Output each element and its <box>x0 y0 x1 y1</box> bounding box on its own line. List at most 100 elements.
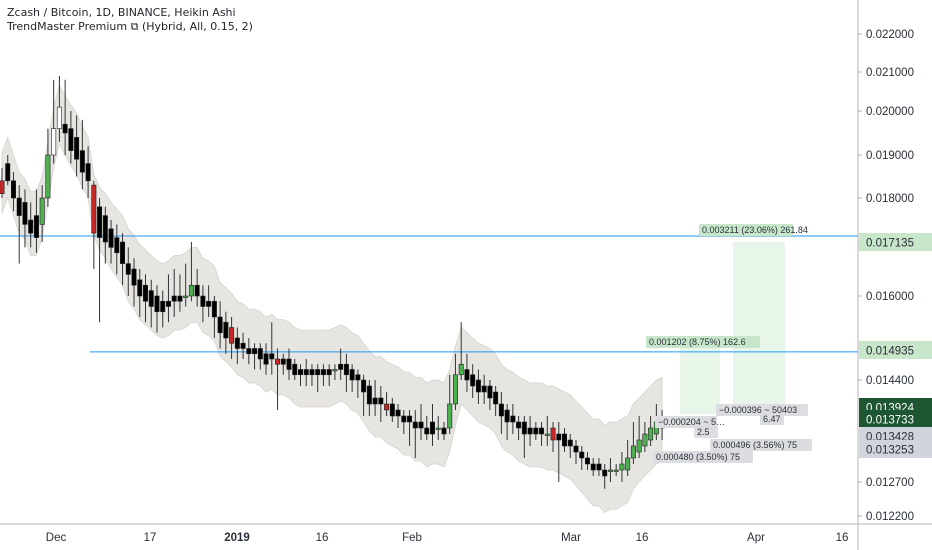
candle-body <box>125 263 131 275</box>
candle-body <box>200 295 206 307</box>
price-tag: 0.013253 <box>866 445 914 457</box>
x-tick-label: Mar <box>561 532 581 544</box>
candle-body <box>447 403 453 429</box>
candle-body <box>143 284 149 302</box>
candle-body <box>39 197 45 225</box>
measure-target-2-bg <box>646 336 760 348</box>
candle-body <box>223 321 229 339</box>
x-tick-label: 16 <box>316 532 329 544</box>
candle-body <box>297 369 303 376</box>
candle-body <box>154 295 160 313</box>
candle-body <box>114 237 120 254</box>
candle-body <box>498 403 504 417</box>
candle-body <box>10 180 16 199</box>
chart-title: Zcash / Bitcoin, 1D, BINANCE, Heikin Ash… <box>7 6 236 19</box>
candle-body <box>648 427 654 441</box>
candle-body <box>0 180 5 195</box>
candle-body <box>435 427 441 430</box>
candle-body <box>407 415 413 423</box>
y-tick-label: 0.022000 <box>866 29 914 41</box>
candle-body <box>389 403 395 417</box>
candle-body <box>62 123 68 134</box>
candle-body <box>361 379 367 393</box>
candle-body <box>269 353 275 360</box>
candle-body <box>309 369 315 376</box>
candle-body <box>320 369 326 376</box>
price-tag-bg <box>859 233 932 251</box>
candle-body <box>246 348 252 355</box>
price-tag: 0.013733 <box>866 415 914 427</box>
measure-range-2-bg <box>694 426 718 438</box>
candle-body <box>292 363 298 376</box>
candle-body <box>120 241 126 264</box>
candle-body <box>56 106 62 129</box>
candle-body <box>217 316 223 334</box>
candle-body <box>280 358 286 365</box>
measure-target-2: 0.001202 (8.75%) 162.6 <box>649 337 746 347</box>
candle-body <box>234 337 240 349</box>
candle-body <box>165 300 171 307</box>
candle-body <box>475 379 481 393</box>
candle-body <box>607 469 613 472</box>
candle-body <box>108 228 114 248</box>
candle-body <box>579 451 585 459</box>
candle-body <box>97 206 103 238</box>
candle-body <box>458 363 464 376</box>
measure-target-1-bg <box>699 224 793 236</box>
candle-body <box>567 439 573 447</box>
candle-body <box>487 385 493 399</box>
y-tick-label: 0.021000 <box>866 67 914 79</box>
price-tag: 0.014935 <box>866 346 914 358</box>
candle-body <box>22 202 28 225</box>
candle-body <box>412 421 418 429</box>
candle-body <box>51 128 57 156</box>
candle-body <box>240 342 246 349</box>
candle-body <box>91 184 97 234</box>
candle-body <box>630 445 636 459</box>
candle-body <box>303 369 309 376</box>
x-tick-label: 16 <box>836 532 849 544</box>
candle-body <box>148 290 154 307</box>
price-tag-bg <box>859 440 932 458</box>
candle-body <box>16 197 22 216</box>
price-tag: 0.017135 <box>866 238 914 250</box>
measure-range-1-bg <box>655 416 717 428</box>
y-tick-label: 0.012200 <box>866 511 914 523</box>
y-tick-label: 0.018000 <box>866 193 914 205</box>
candle-body <box>5 163 11 182</box>
y-tick-label: 0.016000 <box>866 291 914 303</box>
candle-body <box>510 415 516 423</box>
candle-body <box>79 150 85 173</box>
candle-body <box>286 358 292 370</box>
candle-body <box>349 369 355 381</box>
price-tag-bg <box>859 410 932 428</box>
candle-body <box>539 427 545 435</box>
indicator-label[interactable]: TrendMaster Premium ⧉ (Hybrid, All, 0.15… <box>7 20 253 33</box>
candle-body <box>263 353 269 365</box>
candle-body <box>343 363 349 376</box>
candle-body <box>464 369 470 381</box>
candle-body <box>590 463 596 471</box>
x-tick-label: Apr <box>747 532 765 544</box>
candle-body <box>527 427 533 435</box>
target-box-2 <box>680 348 720 414</box>
candle-body <box>636 439 642 453</box>
candle-body <box>68 128 74 151</box>
candle-body <box>131 268 137 286</box>
candle-body <box>366 385 372 405</box>
y-tick-label: 0.014400 <box>866 375 914 387</box>
y-tick-label: 0.019000 <box>866 150 914 162</box>
candle-body <box>85 163 91 182</box>
candle-body <box>45 154 51 199</box>
candle-body <box>619 463 625 471</box>
candle-body <box>516 421 522 429</box>
candle-body <box>229 327 235 344</box>
candle-body <box>188 284 194 297</box>
x-tick-label: 17 <box>144 532 157 544</box>
candle-body <box>206 300 212 307</box>
candle-body <box>521 421 527 435</box>
measure-target-1: 0.003211 (23.06%) 261.84 <box>702 225 808 235</box>
candle-body <box>625 457 631 471</box>
candle-body <box>418 421 424 429</box>
